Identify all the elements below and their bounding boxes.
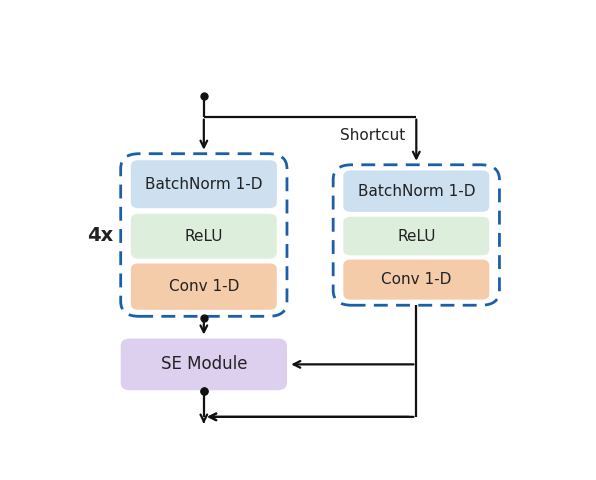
FancyBboxPatch shape bbox=[131, 160, 277, 208]
FancyBboxPatch shape bbox=[343, 260, 489, 300]
FancyBboxPatch shape bbox=[120, 338, 287, 390]
Text: Conv 1-D: Conv 1-D bbox=[169, 279, 239, 294]
FancyBboxPatch shape bbox=[343, 170, 489, 212]
Text: 4x: 4x bbox=[87, 226, 113, 244]
FancyBboxPatch shape bbox=[131, 214, 277, 259]
Text: ReLU: ReLU bbox=[185, 229, 223, 244]
FancyBboxPatch shape bbox=[131, 264, 277, 310]
Text: Conv 1-D: Conv 1-D bbox=[381, 272, 452, 287]
Text: ReLU: ReLU bbox=[397, 228, 436, 243]
FancyBboxPatch shape bbox=[343, 217, 489, 255]
Text: BatchNorm 1-D: BatchNorm 1-D bbox=[145, 177, 263, 192]
Text: Shortcut: Shortcut bbox=[340, 128, 405, 143]
Text: SE Module: SE Module bbox=[160, 355, 247, 373]
Text: BatchNorm 1-D: BatchNorm 1-D bbox=[358, 184, 475, 199]
